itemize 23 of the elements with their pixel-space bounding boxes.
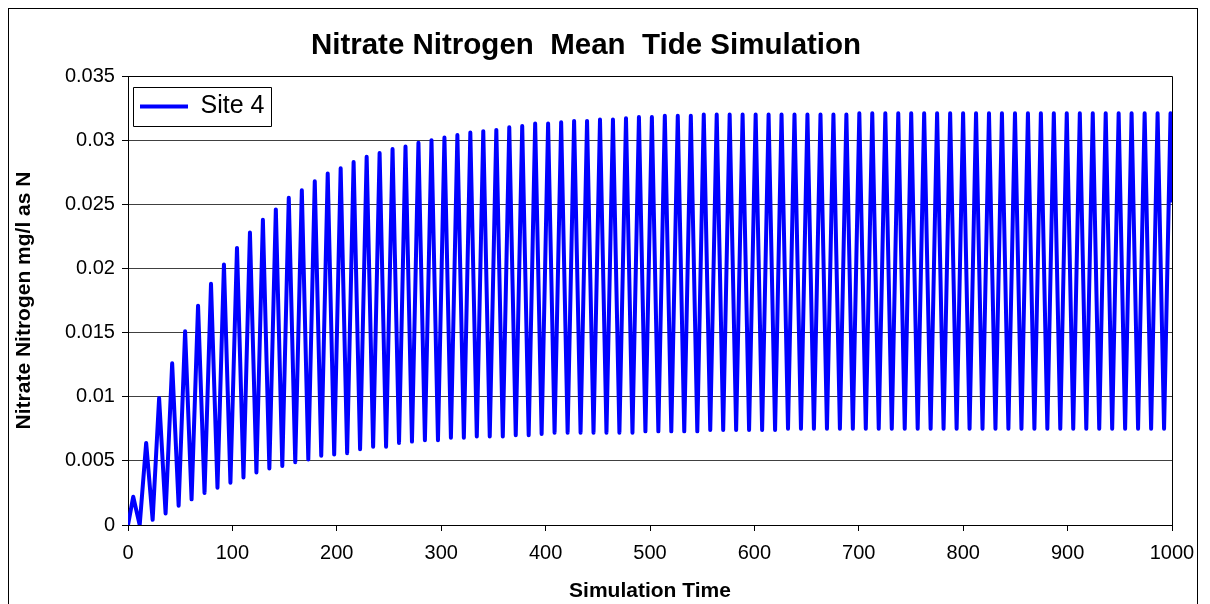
chart-title: Nitrate Nitrogen Mean Tide Simulation — [310, 26, 862, 60]
x-tick-label: 100 — [215, 540, 250, 563]
y-tick-label: 0.02 — [76, 255, 115, 278]
x-tick-label: 200 — [320, 540, 354, 563]
y-axis-title: Nitrate Nitrogen mg/l as N — [11, 171, 35, 430]
x-tick-label: 800 — [946, 540, 980, 563]
x-tick-label: 500 — [633, 540, 667, 563]
y-tick-label: 0.035 — [64, 63, 115, 86]
y-tick-label: 0.01 — [76, 384, 115, 407]
x-tick-label: 300 — [424, 540, 458, 563]
x-tick-label: 900 — [1050, 540, 1085, 563]
x-tick-label: 1000 — [1149, 540, 1195, 563]
x-axis-title: Simulation Time — [569, 578, 731, 602]
x-tick-label: 400 — [528, 540, 563, 563]
x-tick-label: 0 — [122, 540, 134, 563]
x-tick-label: 700 — [842, 540, 876, 563]
legend-label: Site 4 — [200, 90, 265, 119]
y-tick-label: 0.015 — [64, 320, 115, 343]
y-tick-label: 0 — [103, 512, 115, 535]
x-tick-label: 600 — [737, 540, 772, 563]
y-tick-label: 0.005 — [64, 448, 115, 471]
y-tick-label: 0.03 — [76, 127, 115, 150]
y-tick-label: 0.025 — [64, 191, 115, 214]
